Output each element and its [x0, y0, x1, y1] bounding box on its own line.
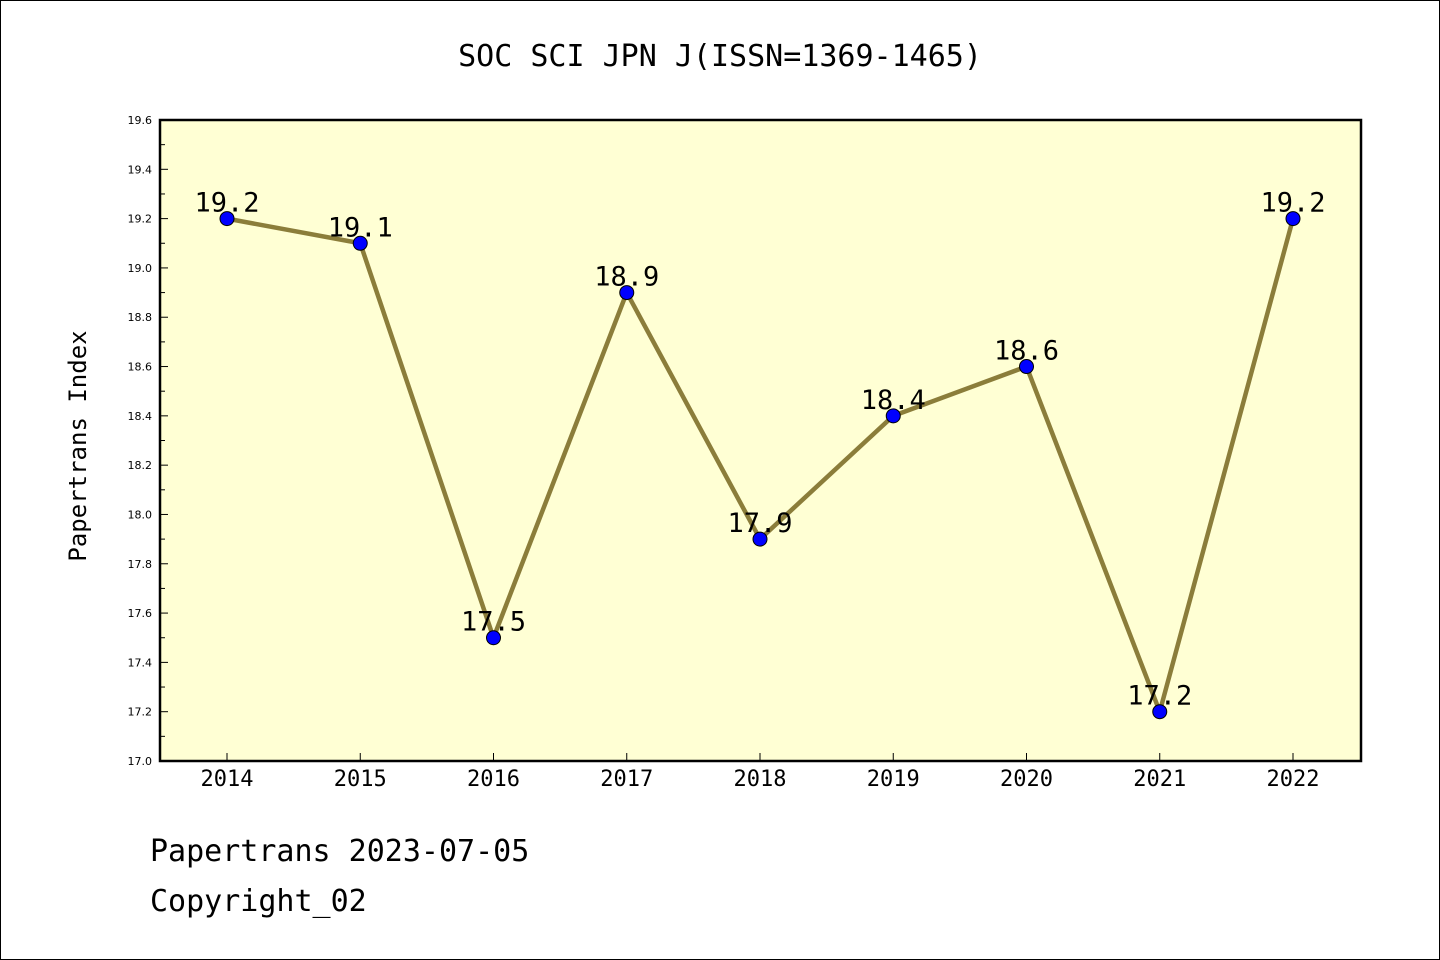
y-axis-label: Papertrans Index [64, 330, 92, 561]
y-tick-label: 17.6 [128, 607, 153, 620]
x-tick-label: 2021 [1133, 767, 1186, 792]
data-point [1285, 211, 1301, 227]
plot-border [158, 118, 1363, 763]
x-tick-label: 2016 [467, 767, 520, 792]
data-label: 17.5 [461, 607, 526, 638]
data-point [752, 531, 768, 547]
data-label: 17.9 [727, 508, 792, 539]
data-point [619, 285, 635, 301]
y-tick-label: 19.6 [128, 114, 153, 127]
y-tick-label: 18.2 [128, 459, 153, 472]
data-point [1019, 359, 1034, 375]
data-label: 17.2 [1127, 681, 1192, 712]
plot-area [160, 120, 1361, 761]
data-point [352, 235, 368, 251]
data-label: 19.2 [1260, 188, 1325, 219]
data-label: 19.1 [328, 212, 393, 243]
x-tick-label: 2018 [734, 767, 787, 792]
data-point [1152, 704, 1168, 720]
data-label: 18.6 [994, 336, 1059, 367]
x-tick-label: 2015 [334, 767, 387, 792]
y-tick-label: 18.6 [128, 361, 153, 374]
y-tick-label: 19.4 [128, 163, 153, 176]
x-tick-label: 2014 [201, 767, 254, 792]
y-tick-label: 19.2 [128, 213, 153, 226]
y-tick-label: 18.8 [128, 311, 153, 324]
data-point [486, 630, 501, 646]
y-tick-label: 17.0 [128, 755, 153, 768]
x-tick-label: 2019 [867, 767, 920, 792]
data-point [885, 408, 901, 424]
data-label: 18.9 [594, 262, 659, 293]
x-tick-label: 2022 [1267, 767, 1320, 792]
chart-title: SOC SCI JPN J(ISSN=1369-1465) [458, 39, 982, 74]
axis-ticks: 17.0 17.2 17.4 17.6 17.8 18.0 18.2 18.4 18.6 18.8… [128, 114, 1320, 792]
x-tick-label: 2017 [600, 767, 653, 792]
data-point [219, 211, 235, 227]
y-tick-label: 18.0 [128, 508, 153, 521]
y-tick-label: 17.2 [128, 706, 153, 719]
series-layer: 19.2 19.1 17.5 18.9 17.9 18.4 18.6 17.2 19.2 [194, 188, 1326, 720]
y-tick-label: 18.4 [128, 410, 153, 423]
footer-copyright: Copyright_02 [150, 884, 367, 919]
data-label: 19.2 [194, 188, 259, 219]
y-tick-label: 17.4 [128, 656, 153, 669]
data-label: 18.4 [861, 385, 926, 416]
x-tick-label: 2020 [1000, 767, 1053, 792]
y-tick-label: 17.8 [128, 558, 153, 571]
footer-source: Papertrans 2023-07-05 [150, 834, 530, 869]
y-tick-label: 19.0 [128, 262, 153, 275]
